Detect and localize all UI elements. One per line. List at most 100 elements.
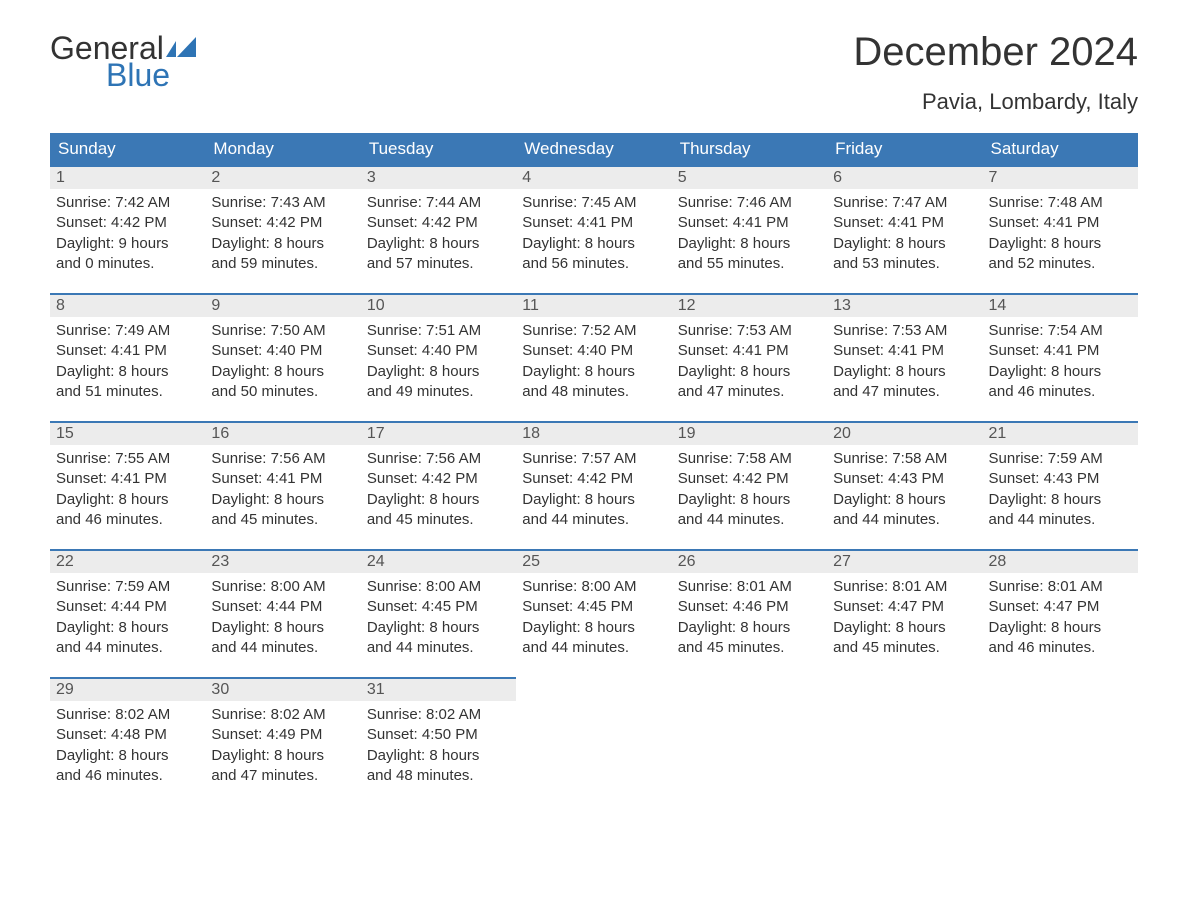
calendar-week-row: 15Sunrise: 7:55 AMSunset: 4:41 PMDayligh… <box>50 421 1138 549</box>
day-day2: and 56 minutes. <box>522 254 665 274</box>
day-number: 17 <box>367 425 385 442</box>
day-number: 30 <box>211 681 229 698</box>
day-sunrise: Sunrise: 7:50 AM <box>211 321 354 341</box>
calendar-day-cell: 11Sunrise: 7:52 AMSunset: 4:40 PMDayligh… <box>516 293 671 421</box>
day-sunrise: Sunrise: 7:45 AM <box>522 193 665 213</box>
day-body: Sunrise: 8:00 AMSunset: 4:45 PMDaylight:… <box>516 573 671 666</box>
day-sunset: Sunset: 4:50 PM <box>367 725 510 745</box>
title-block: December 2024 Pavia, Lombardy, Italy <box>853 30 1138 115</box>
calendar-day-cell: 22Sunrise: 7:59 AMSunset: 4:44 PMDayligh… <box>50 549 205 677</box>
flag-icon <box>166 35 200 66</box>
day-body: Sunrise: 7:46 AMSunset: 4:41 PMDaylight:… <box>672 189 827 282</box>
calendar-day-cell <box>983 677 1138 805</box>
day-sunset: Sunset: 4:41 PM <box>833 213 976 233</box>
day-day2: and 44 minutes. <box>211 638 354 658</box>
day-number-bar: 13 <box>827 293 982 317</box>
day-sunset: Sunset: 4:40 PM <box>522 341 665 361</box>
day-number-bar: 16 <box>205 421 360 445</box>
day-number-bar: 10 <box>361 293 516 317</box>
day-day1: Daylight: 8 hours <box>989 362 1132 382</box>
calendar-day-cell: 6Sunrise: 7:47 AMSunset: 4:41 PMDaylight… <box>827 165 982 293</box>
day-day1: Daylight: 8 hours <box>211 234 354 254</box>
day-number: 19 <box>678 425 696 442</box>
calendar-day-cell: 12Sunrise: 7:53 AMSunset: 4:41 PMDayligh… <box>672 293 827 421</box>
calendar-day-cell: 19Sunrise: 7:58 AMSunset: 4:42 PMDayligh… <box>672 421 827 549</box>
day-sunset: Sunset: 4:40 PM <box>211 341 354 361</box>
day-number-bar: 21 <box>983 421 1138 445</box>
day-day1: Daylight: 8 hours <box>989 234 1132 254</box>
day-number-bar: 26 <box>672 549 827 573</box>
day-body: Sunrise: 8:02 AMSunset: 4:48 PMDaylight:… <box>50 701 205 794</box>
day-sunset: Sunset: 4:47 PM <box>989 597 1132 617</box>
day-sunset: Sunset: 4:41 PM <box>678 213 821 233</box>
weekday-header: Tuesday <box>361 133 516 165</box>
day-number: 22 <box>56 553 74 570</box>
weekday-header: Sunday <box>50 133 205 165</box>
day-day1: Daylight: 8 hours <box>522 618 665 638</box>
day-number-bar: 31 <box>361 677 516 701</box>
day-number: 21 <box>989 425 1007 442</box>
day-sunrise: Sunrise: 7:53 AM <box>678 321 821 341</box>
day-number-bar: 30 <box>205 677 360 701</box>
calendar-day-cell: 21Sunrise: 7:59 AMSunset: 4:43 PMDayligh… <box>983 421 1138 549</box>
day-day1: Daylight: 8 hours <box>211 490 354 510</box>
day-number-bar: 2 <box>205 165 360 189</box>
day-number: 20 <box>833 425 851 442</box>
day-sunset: Sunset: 4:41 PM <box>989 341 1132 361</box>
day-day2: and 47 minutes. <box>678 382 821 402</box>
day-sunset: Sunset: 4:44 PM <box>56 597 199 617</box>
day-number-bar: 19 <box>672 421 827 445</box>
day-number: 8 <box>56 297 65 314</box>
day-body: Sunrise: 7:44 AMSunset: 4:42 PMDaylight:… <box>361 189 516 282</box>
day-day1: Daylight: 8 hours <box>56 490 199 510</box>
day-sunset: Sunset: 4:41 PM <box>211 469 354 489</box>
day-number: 7 <box>989 169 998 186</box>
day-number-bar: 17 <box>361 421 516 445</box>
day-body: Sunrise: 7:48 AMSunset: 4:41 PMDaylight:… <box>983 189 1138 282</box>
day-number-bar: 1 <box>50 165 205 189</box>
day-sunrise: Sunrise: 8:00 AM <box>211 577 354 597</box>
day-body: Sunrise: 7:51 AMSunset: 4:40 PMDaylight:… <box>361 317 516 410</box>
day-sunrise: Sunrise: 7:56 AM <box>367 449 510 469</box>
day-day1: Daylight: 8 hours <box>833 362 976 382</box>
day-sunrise: Sunrise: 8:02 AM <box>56 705 199 725</box>
day-day2: and 53 minutes. <box>833 254 976 274</box>
day-day1: Daylight: 8 hours <box>56 362 199 382</box>
day-sunrise: Sunrise: 8:02 AM <box>211 705 354 725</box>
calendar-day-cell: 4Sunrise: 7:45 AMSunset: 4:41 PMDaylight… <box>516 165 671 293</box>
day-number-bar: 9 <box>205 293 360 317</box>
day-number-bar: 12 <box>672 293 827 317</box>
day-number: 31 <box>367 681 385 698</box>
day-sunrise: Sunrise: 7:58 AM <box>833 449 976 469</box>
day-body: Sunrise: 8:02 AMSunset: 4:49 PMDaylight:… <box>205 701 360 794</box>
day-day1: Daylight: 8 hours <box>56 746 199 766</box>
day-day2: and 44 minutes. <box>56 638 199 658</box>
day-sunset: Sunset: 4:46 PM <box>678 597 821 617</box>
day-number-bar: 5 <box>672 165 827 189</box>
day-day1: Daylight: 8 hours <box>367 490 510 510</box>
day-day2: and 48 minutes. <box>522 382 665 402</box>
day-day2: and 45 minutes. <box>678 638 821 658</box>
day-day1: Daylight: 8 hours <box>367 234 510 254</box>
day-sunset: Sunset: 4:42 PM <box>56 213 199 233</box>
day-sunset: Sunset: 4:42 PM <box>367 469 510 489</box>
day-body: Sunrise: 7:58 AMSunset: 4:43 PMDaylight:… <box>827 445 982 538</box>
day-number-bar: 6 <box>827 165 982 189</box>
day-day2: and 45 minutes. <box>211 510 354 530</box>
day-sunrise: Sunrise: 7:53 AM <box>833 321 976 341</box>
day-day1: Daylight: 8 hours <box>56 618 199 638</box>
day-sunset: Sunset: 4:40 PM <box>367 341 510 361</box>
day-number: 12 <box>678 297 696 314</box>
day-body: Sunrise: 7:43 AMSunset: 4:42 PMDaylight:… <box>205 189 360 282</box>
day-day2: and 46 minutes. <box>989 382 1132 402</box>
calendar-week-row: 1Sunrise: 7:42 AMSunset: 4:42 PMDaylight… <box>50 165 1138 293</box>
day-number: 18 <box>522 425 540 442</box>
day-number: 10 <box>367 297 385 314</box>
calendar-day-cell: 2Sunrise: 7:43 AMSunset: 4:42 PMDaylight… <box>205 165 360 293</box>
day-day1: Daylight: 8 hours <box>211 362 354 382</box>
day-sunset: Sunset: 4:41 PM <box>989 213 1132 233</box>
day-sunset: Sunset: 4:44 PM <box>211 597 354 617</box>
day-number-bar: 28 <box>983 549 1138 573</box>
day-day2: and 45 minutes. <box>367 510 510 530</box>
day-day1: Daylight: 8 hours <box>367 362 510 382</box>
